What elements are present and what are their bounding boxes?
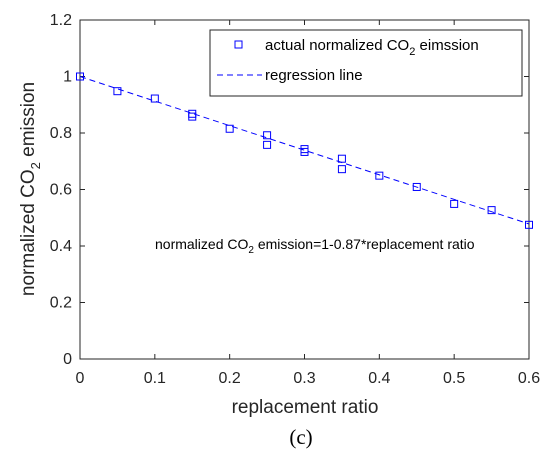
- data-point-square: [263, 131, 272, 140]
- data-point-square: [188, 112, 197, 121]
- legend-box: [209, 29, 523, 97]
- x-tick-label: 0.2: [219, 370, 241, 387]
- data-point-square: [113, 87, 122, 96]
- legend: actual normalized CO2 eimssion regressio…: [209, 29, 523, 97]
- x-tick-label: 0: [76, 370, 85, 387]
- data-point-square: [76, 72, 84, 81]
- y-tick-label: 0: [63, 351, 72, 368]
- data-point-square: [263, 140, 272, 149]
- x-ticks: 0 0.1 0.2 0.3 0.4 0.5 0.6: [76, 20, 540, 387]
- y-tick-label: 0.6: [50, 182, 72, 199]
- data-point-square: [225, 124, 234, 133]
- y-tick-label: 0.2: [50, 295, 72, 312]
- data-point-square: [375, 171, 384, 180]
- x-tick-label: 0.6: [518, 370, 540, 387]
- legend-label-actual-sub: 2: [409, 46, 415, 58]
- data-points: [76, 72, 533, 229]
- data-point-square: [337, 154, 346, 163]
- x-axis-title: replacement ratio: [232, 397, 379, 418]
- y-tick-label: 0.4: [50, 238, 72, 255]
- legend-marker-square: [234, 40, 243, 49]
- regression-equation-annotation: normalized CO2 emission=1-0.87*replaceme…: [155, 236, 475, 256]
- annotation-pre: normalized CO: [155, 236, 248, 252]
- data-point-square: [300, 147, 309, 156]
- y-axis-title-sub: 2: [28, 162, 43, 169]
- data-point-square: [150, 94, 159, 103]
- y-axis-title-post: emission: [18, 82, 39, 162]
- x-tick-label: 0.3: [293, 370, 315, 387]
- y-axis-title-pre: normalized CO: [18, 169, 39, 296]
- x-tick-label: 0.1: [144, 370, 166, 387]
- y-axis-title: normalized CO2 emission: [18, 82, 43, 296]
- annotation-sub: 2: [248, 245, 254, 256]
- data-point-square: [337, 165, 346, 174]
- legend-label-actual-pre: actual normalized CO: [265, 37, 409, 54]
- annotation-post: emission=1-0.87*replacement ratio: [254, 236, 475, 252]
- y-ticks: 0 0.2 0.4 0.6 0.8 1 1.2: [50, 12, 529, 368]
- regression-line: [79, 76, 530, 225]
- data-point-square: [487, 206, 496, 215]
- y-tick-label: 1: [63, 69, 72, 86]
- data-point-square: [412, 182, 421, 191]
- y-tick-label: 0.8: [50, 125, 72, 142]
- x-tick-label: 0.4: [368, 370, 390, 387]
- y-tick-label: 1.2: [50, 12, 72, 29]
- data-point-square: [525, 220, 533, 229]
- data-point-square: [450, 199, 459, 208]
- panel-label: (c): [289, 425, 312, 449]
- x-tick-label: 0.5: [443, 370, 465, 387]
- legend-label-actual-post: eimssion: [415, 37, 478, 54]
- legend-label-actual: actual normalized CO2 eimssion: [265, 37, 479, 58]
- legend-label-regression: regression line: [265, 67, 363, 84]
